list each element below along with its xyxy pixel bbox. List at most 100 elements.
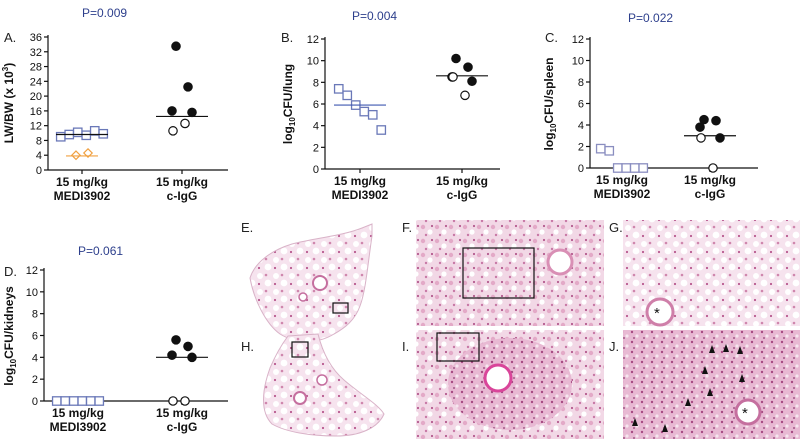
p-value-label: P=0.009 (82, 6, 127, 20)
data-point (70, 150, 82, 161)
arrowheads-j (632, 344, 745, 432)
data-point (451, 53, 461, 64)
category-dose-label: 15 mg/kg (436, 174, 488, 188)
data-point (183, 82, 193, 92)
y-axis-label: log10CFU/kidneys (2, 286, 18, 386)
data-point (183, 341, 193, 352)
data-point (168, 126, 178, 136)
y-tick-label: 24 (30, 76, 42, 88)
y-tick-label: 6 (32, 331, 38, 343)
category-dose-label: 15 mg/kg (334, 174, 386, 188)
data-point (167, 106, 177, 116)
category-dose-label: 15 mg/kg (596, 173, 648, 187)
y-tick-label: 12 (30, 121, 42, 133)
data-point (333, 83, 344, 94)
y-tick-label: 12 (307, 34, 319, 46)
data-point (448, 72, 458, 82)
category-dose-label: 15 mg/kg (156, 406, 208, 420)
y-tick-label: 4 (36, 150, 42, 162)
airway-e (312, 275, 328, 291)
data-point (82, 147, 94, 159)
category-name-label: MEDI3902 (50, 420, 107, 434)
y-tick-label: 0 (36, 165, 42, 177)
y-tick-label: 2 (578, 142, 584, 154)
inset-box-i (436, 332, 480, 362)
y-tick-label: 0 (578, 163, 584, 175)
y-tick-label: 10 (307, 56, 319, 68)
y-tick-label: 8 (32, 309, 38, 321)
category-name-label: c-IgG (695, 187, 726, 201)
y-tick-label: 2 (313, 142, 319, 154)
panel-label-f: F. (402, 220, 412, 235)
y-tick-label: 28 (30, 62, 42, 74)
data-point (342, 90, 353, 101)
data-point (460, 90, 470, 101)
panel-label: A. (4, 30, 16, 45)
panel-label: C. (545, 30, 558, 45)
panel-label: B. (281, 30, 293, 45)
asterisk-marker-g: * (654, 305, 660, 322)
y-tick-label: 4 (578, 120, 584, 132)
y-tick-label: 12 (26, 265, 38, 277)
airway-i (483, 363, 513, 393)
airway-h (293, 391, 307, 405)
y-tick-label: 0 (32, 396, 38, 408)
y-tick-label: 8 (578, 77, 584, 89)
data-point (638, 163, 649, 173)
y-tick-label: 16 (30, 106, 42, 118)
y-axis-label: LW/BW (x 103) (1, 63, 16, 143)
panel-label-i: I. (402, 339, 409, 354)
panel-label-g: G. (609, 220, 623, 235)
data-point (695, 122, 705, 132)
category-name-label: c-IgG (447, 188, 478, 202)
data-point (708, 163, 718, 173)
data-point (180, 118, 190, 129)
y-tick-label: 2 (32, 374, 38, 386)
p-value-label: P=0.004 (352, 9, 397, 23)
data-point (94, 396, 105, 406)
category-name-label: c-IgG (167, 189, 198, 203)
y-tick-label: 4 (313, 121, 319, 133)
panel-label-e: E. (241, 220, 253, 235)
category-name-label: c-IgG (167, 420, 198, 434)
lung-section-e (249, 223, 373, 342)
y-tick-label: 6 (578, 99, 584, 111)
panel-label-h: H. (241, 339, 254, 354)
p-value-label: P=0.022 (628, 11, 673, 25)
panel-label-j: J. (609, 339, 619, 354)
y-tick-label: 12 (572, 34, 584, 46)
y-axis-label: log10CFU/lung (281, 64, 297, 144)
category-name-label: MEDI3902 (54, 189, 111, 203)
vessel-g (645, 297, 675, 327)
micrograph-f (416, 220, 604, 326)
category-name-label: MEDI3902 (594, 187, 651, 201)
data-point (711, 115, 721, 126)
data-point (467, 76, 477, 87)
y-tick-label: 10 (572, 56, 584, 68)
asterisk-marker-j: * (742, 405, 748, 422)
y-tick-label: 32 (30, 47, 42, 59)
category-name-label: MEDI3902 (332, 188, 389, 202)
category-dose-label: 15 mg/kg (52, 406, 104, 420)
data-point (604, 145, 615, 156)
data-point (699, 114, 709, 125)
y-tick-label: 8 (313, 77, 319, 89)
y-tick-label: 6 (313, 99, 319, 111)
data-point (696, 133, 706, 143)
vessel-h (316, 374, 328, 386)
data-point (171, 41, 181, 52)
inset-box-h (291, 341, 309, 358)
data-point (168, 396, 178, 406)
data-point (171, 335, 181, 345)
data-point (463, 62, 473, 72)
data-point (376, 125, 387, 135)
data-point (367, 109, 378, 120)
y-tick-label: 0 (313, 164, 319, 176)
